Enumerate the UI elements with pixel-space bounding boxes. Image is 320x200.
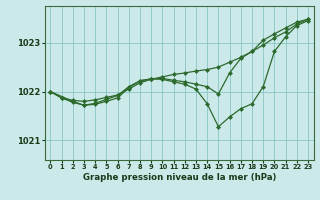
X-axis label: Graphe pression niveau de la mer (hPa): Graphe pression niveau de la mer (hPa) [83, 173, 276, 182]
